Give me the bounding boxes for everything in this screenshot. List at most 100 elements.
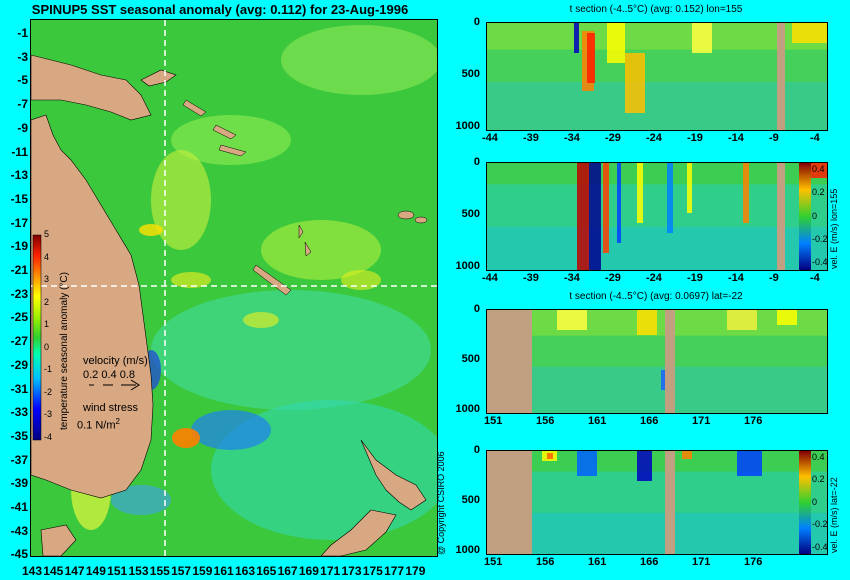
map-colorbar-tick: -2: [44, 386, 53, 397]
section-x-tick: -4: [810, 272, 820, 284]
map-y-tick: -17: [10, 215, 28, 230]
section-panel-title: t section (-4..5°C) (avg: 0.152) lon=155: [569, 4, 743, 15]
map-x-tick: 177: [384, 564, 405, 578]
section-x-tick: -44: [482, 272, 498, 284]
section-feature: [637, 310, 657, 335]
map-y-tick: -1: [17, 26, 28, 40]
map-y-tick: -3: [17, 49, 28, 64]
section-land: [777, 163, 785, 270]
velocity-colorbar-tick: 0.4: [812, 452, 825, 462]
velocity-colorbar-tick: 0.2: [812, 474, 825, 485]
section-x-tick: -14: [728, 132, 744, 144]
wind-stress-legend-label: wind stress: [83, 402, 139, 414]
velocity-colorbar-tick: -0.2: [812, 519, 828, 530]
section-x-tick: 166: [640, 415, 659, 427]
land-new-zealand-north: [360, 439, 427, 511]
map-colorbar-tick: -3: [44, 409, 53, 419]
section-band: [487, 81, 827, 130]
section-land: [665, 310, 675, 413]
map-x-tick: 153: [128, 564, 149, 578]
section-feature: [607, 23, 625, 63]
wind-stress-legend-value: 0.1 N/m2: [77, 417, 120, 432]
section-band: [487, 49, 827, 82]
section-feature: [637, 163, 643, 223]
section-y-tick: 1000: [455, 544, 480, 557]
section-x-tick: -29: [605, 272, 621, 284]
map-x-tick: 163: [234, 564, 256, 578]
section-x-tick: -44: [482, 132, 498, 144]
section-x-tick: -24: [646, 272, 662, 284]
section-feature: [547, 453, 553, 459]
section-feature: [777, 310, 797, 325]
map-x-tick: 151: [107, 564, 128, 578]
map-colorbar-tick: -4: [44, 431, 53, 442]
section-x-tick: 161: [588, 556, 607, 568]
map-y-tick: -19: [10, 239, 28, 254]
map-y-tick: -39: [10, 476, 28, 491]
section-band: [487, 184, 827, 228]
map-x-tick: 147: [64, 564, 85, 578]
velocity-legend-ticks: 0.2 0.4 0.8: [83, 369, 135, 381]
velocity-colorbar-label: vel. E (m/s) lon=155: [829, 188, 839, 269]
section-feature: [617, 163, 621, 243]
map-y-tick: -45: [10, 547, 28, 562]
sst-map-svg: [31, 20, 437, 556]
velocity-colorbar-tick: -0.4: [812, 257, 828, 268]
section-x-tick: 156: [536, 415, 555, 427]
map-colorbar-tick: 3: [44, 274, 50, 284]
section-feature: [737, 451, 762, 476]
map-colorbar-label: temperature seasonal anomaly (°C): [59, 272, 70, 430]
map-colorbar-tick: 0: [44, 341, 50, 352]
land-solomon-islands: [182, 99, 247, 157]
section-y-tick: 0: [473, 16, 480, 28]
section-band: [487, 451, 827, 472]
section-feature: [637, 451, 652, 481]
section-feature: [661, 370, 665, 390]
map-colorbar-tick: 1: [44, 319, 50, 329]
section-panel-2: [486, 162, 828, 271]
map-y-tick: -11: [11, 144, 28, 159]
map-y-tick: -27: [10, 334, 28, 349]
section-x-tick: -24: [646, 132, 662, 144]
section-x-tick: 171: [692, 556, 711, 568]
map-y-tick: -5: [17, 73, 28, 88]
section-y-tick: 500: [461, 208, 480, 221]
velocity-colorbar-tick: 0.2: [812, 187, 825, 198]
section-x-tick: -19: [687, 272, 703, 284]
section-panel-heatmap: [487, 23, 827, 130]
map-y-tick: -33: [10, 405, 28, 420]
section-x-tick: 176: [744, 415, 763, 427]
map-y-tick: -35: [10, 428, 28, 443]
section-band: [487, 227, 827, 270]
map-y-tick: -9: [17, 120, 28, 135]
section-panel-1: [486, 22, 828, 131]
section-x-tick: -39: [523, 272, 539, 284]
map-y-tick: -41: [10, 500, 28, 514]
section-x-tick: 171: [692, 415, 711, 427]
map-y-tick: -7: [17, 97, 28, 112]
map-x-tick: 157: [171, 564, 192, 578]
section-feature: [574, 23, 579, 53]
map-y-tick: -21: [10, 263, 28, 277]
section-feature: [577, 163, 589, 270]
map-x-tick: 169: [298, 564, 319, 578]
section-y-tick: 500: [461, 494, 480, 507]
map-colorbar-tick: 4: [44, 251, 50, 262]
section-y-tick: 1000: [455, 403, 480, 416]
map-x-tick: 159: [192, 564, 213, 578]
section-y-tick: 500: [461, 68, 480, 81]
section-feature: [682, 451, 692, 459]
section-y-tick: 1000: [455, 120, 480, 133]
velocity-colorbar-tick: 0: [812, 210, 818, 221]
velocity-colorbar-tick: 0.4: [812, 164, 825, 174]
velocity-colorbar-tick: -0.2: [812, 233, 828, 244]
section-band: [487, 512, 827, 554]
section-panel-heatmap: [487, 451, 827, 554]
velocity-legend-label: velocity (m/s): [83, 355, 148, 367]
section-panel-heatmap: [487, 163, 827, 270]
section-x-tick: -14: [728, 272, 744, 284]
land-australia: [31, 114, 154, 499]
map-y-tick: -23: [10, 286, 28, 301]
map-x-tick: 143: [21, 564, 43, 578]
map-x-tick: 171: [320, 564, 341, 578]
